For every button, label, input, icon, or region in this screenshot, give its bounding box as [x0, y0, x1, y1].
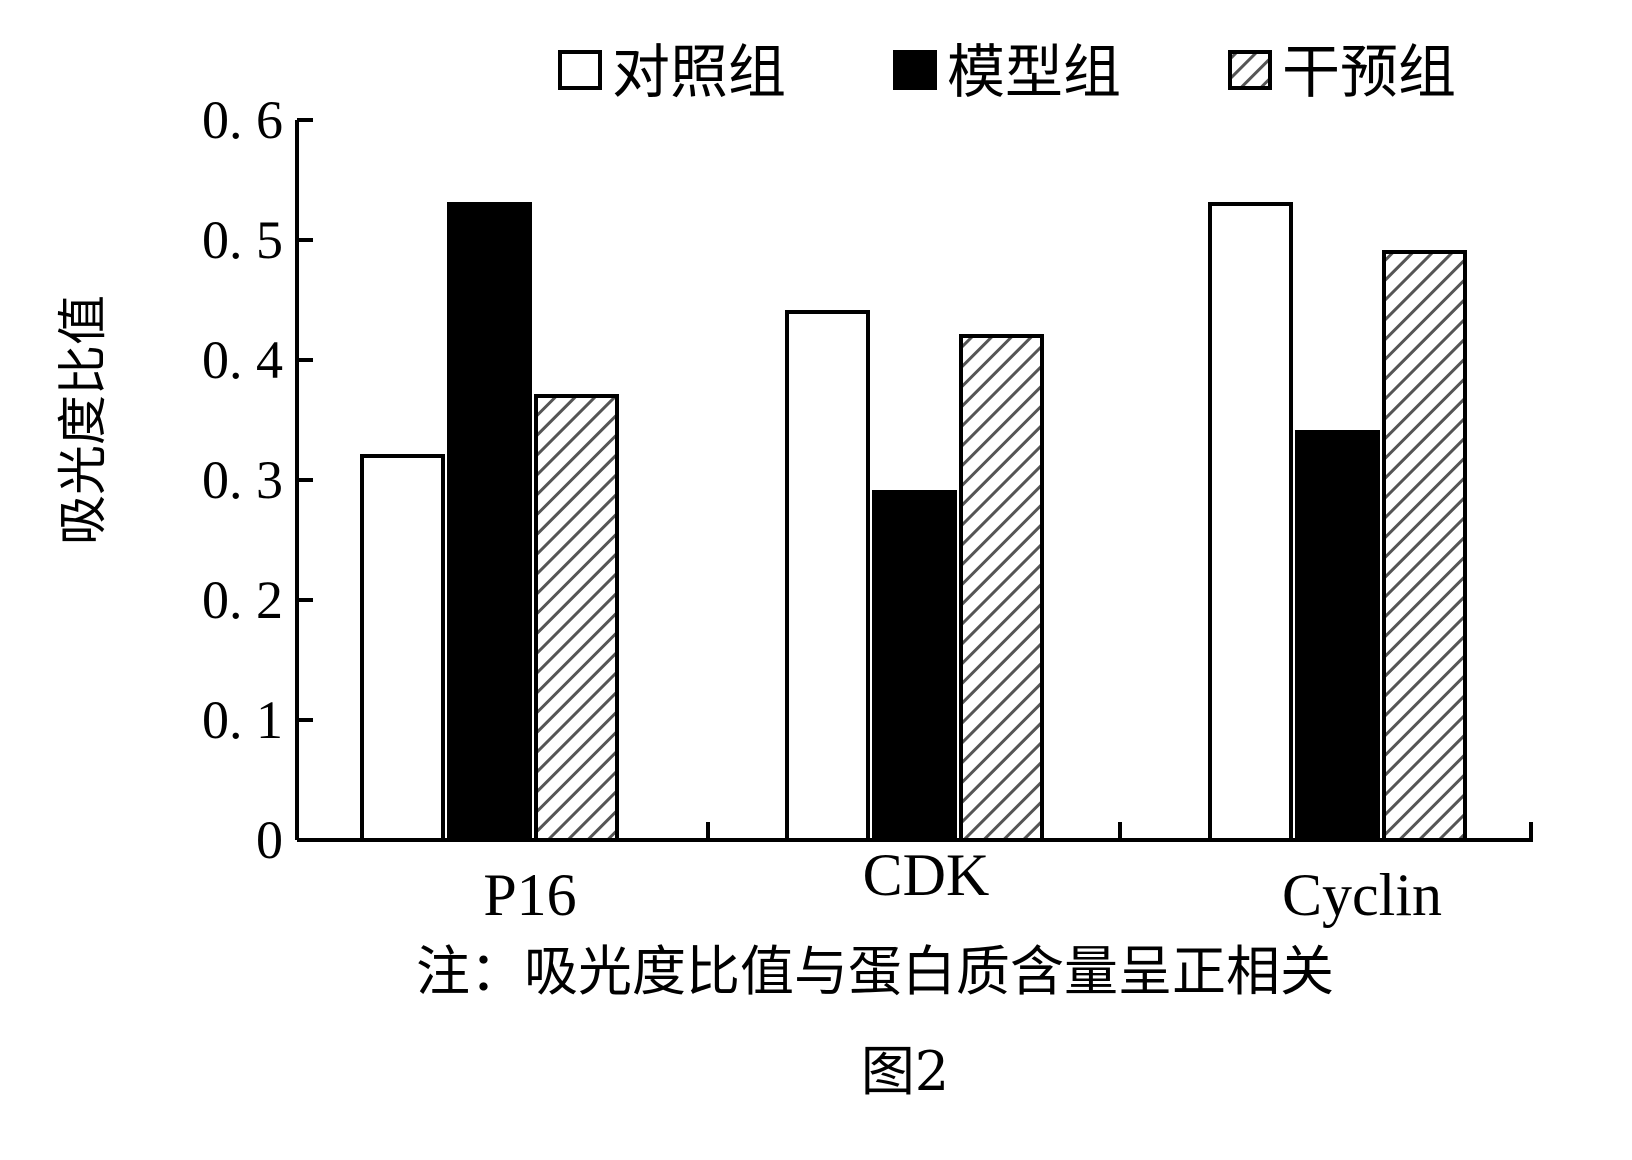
bar-cyclin-2	[1295, 430, 1380, 842]
legend-swatch	[558, 50, 602, 90]
chart-note: 注：吸光度比值与蛋白质含量呈正相关	[416, 940, 1334, 1003]
y-tick-label: 0. 3	[202, 450, 283, 510]
y-tick-label: 0. 1	[202, 690, 283, 750]
y-tick-label: 0	[256, 810, 283, 870]
x-axis: P16 CDK Cyclin	[297, 822, 1533, 928]
y-tick-label: 0. 4	[202, 330, 283, 390]
legend-label: 干预组	[1282, 38, 1456, 106]
x-tick-label: P16	[483, 862, 576, 928]
bar-cdk-1	[785, 310, 870, 842]
legend-label: 对照组	[612, 38, 786, 106]
x-tick-label: Cyclin	[1282, 862, 1442, 928]
bars	[360, 202, 1467, 842]
legend-swatch	[893, 50, 937, 90]
bar-cyclin-1	[1208, 202, 1293, 842]
x-tick-label: CDK	[863, 842, 990, 908]
bar-p16-3	[534, 394, 619, 842]
legend-label: 模型组	[947, 38, 1121, 106]
bar-p16-1	[360, 454, 445, 842]
y-axis-label: 吸光度比值	[54, 295, 112, 545]
bar-cdk-3	[959, 334, 1044, 842]
y-tick-label: 0. 5	[202, 210, 283, 270]
legend: 对照组 模型组 干预组	[558, 38, 1456, 106]
y-tick-label: 0. 6	[202, 90, 283, 150]
bar-cdk-2	[872, 490, 957, 842]
figure-label: 图2	[861, 1040, 949, 1103]
y-axis: 0 0. 1 0. 2 0. 3 0. 4 0. 5 0. 6	[202, 90, 313, 870]
bar-cyclin-3	[1382, 250, 1467, 842]
legend-swatch	[1228, 50, 1272, 90]
y-tick-label: 0. 2	[202, 570, 283, 630]
bar-p16-2	[447, 202, 532, 842]
